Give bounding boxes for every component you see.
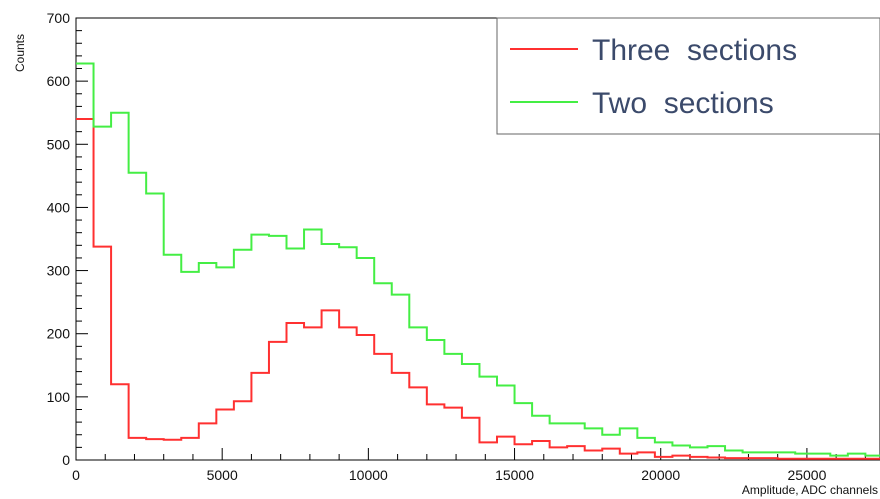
legend-label-two-sections: Two sections bbox=[592, 87, 774, 120]
x-tick-label: 10000 bbox=[349, 467, 388, 483]
series-line bbox=[76, 62, 880, 457]
y-tick-label: 500 bbox=[47, 136, 71, 152]
y-axis-title: Counts bbox=[13, 34, 27, 72]
legend: Three sections Two sections bbox=[496, 17, 880, 135]
series-line bbox=[76, 118, 880, 460]
series-three-sections bbox=[76, 118, 880, 460]
axis-ticks bbox=[75, 17, 866, 461]
x-tick-label: 5000 bbox=[207, 467, 238, 483]
series-layer bbox=[76, 62, 880, 460]
legend-box bbox=[496, 17, 880, 135]
y-tick-label: 700 bbox=[47, 10, 71, 26]
y-tick-label: 600 bbox=[47, 73, 71, 89]
series-two-sections bbox=[76, 62, 880, 457]
x-tick-label: 20000 bbox=[641, 467, 680, 483]
x-axis-title: Amplitude, ADC channels bbox=[742, 483, 878, 497]
y-tick-label: 200 bbox=[47, 326, 71, 342]
legend-label-three-sections: Three sections bbox=[592, 34, 797, 67]
x-tick-label: 15000 bbox=[495, 467, 534, 483]
y-tick-label: 100 bbox=[47, 389, 71, 405]
x-tick-label: 25000 bbox=[787, 467, 826, 483]
y-tick-label: 300 bbox=[47, 263, 71, 279]
y-tick-label: 0 bbox=[62, 452, 70, 468]
x-tick-label: 0 bbox=[72, 467, 80, 483]
y-tick-label: 400 bbox=[47, 199, 71, 215]
tick-labels: 0 100 200 300 400 500 600 700 0 5000 10000 15000 200… bbox=[47, 10, 827, 483]
